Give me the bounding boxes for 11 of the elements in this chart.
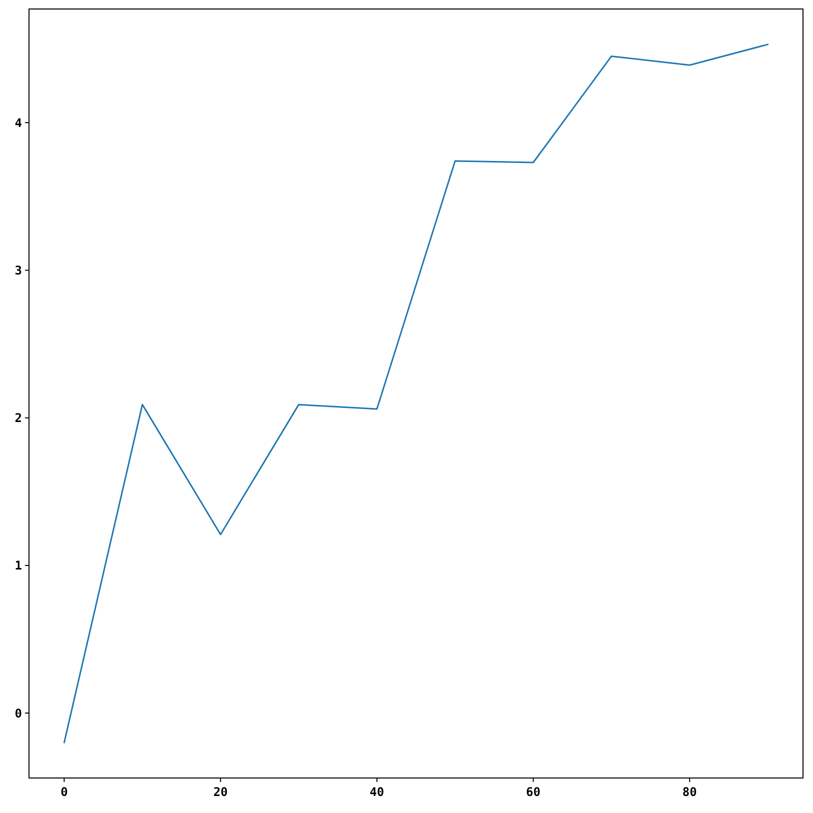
y-tick-label: 3 [14, 263, 22, 278]
x-tick-label: 80 [682, 785, 697, 799]
line-series [63, 44, 769, 744]
x-tick-label: 0 [60, 785, 68, 799]
y-tick-label: 4 [14, 116, 22, 130]
x-tick-label: 60 [526, 785, 540, 799]
x-tick-label: 40 [370, 785, 384, 799]
y-tick-label: 2 [14, 411, 22, 426]
y-tick-label: 0 [14, 706, 22, 720]
x-tick-label: 20 [213, 785, 228, 799]
y-tick-label: 1 [14, 558, 22, 573]
